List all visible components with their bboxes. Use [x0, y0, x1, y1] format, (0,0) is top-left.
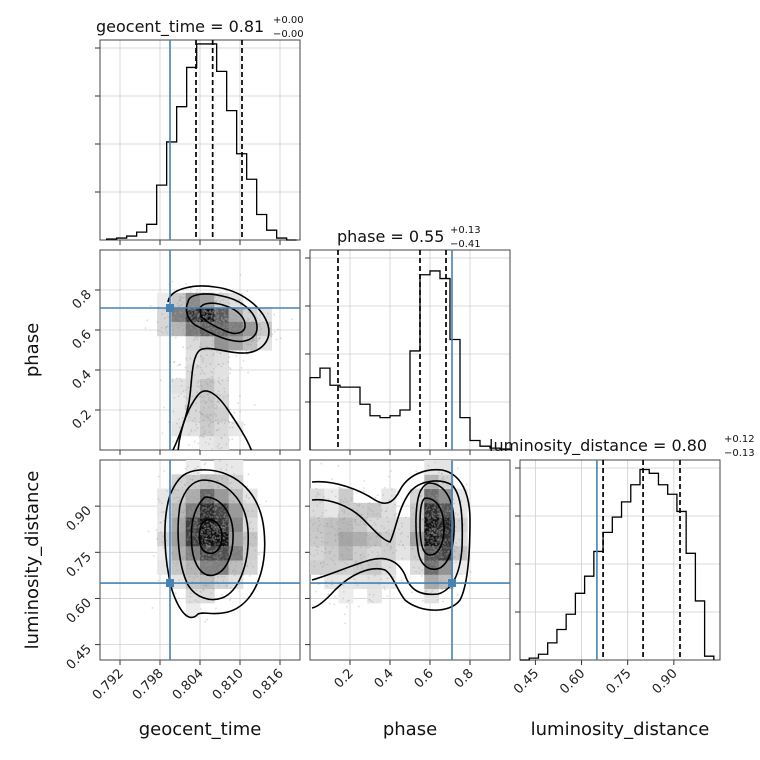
title-geocent-time-minus: −0.00 — [273, 29, 304, 40]
histogram-phase — [309, 270, 511, 450]
x-tick-label: 0.816 — [250, 666, 287, 703]
title-geocent-time: geocent_time = 0.81 — [96, 17, 264, 37]
diag-titles: geocent_time = 0.81 +0.00 −0.00 phase = … — [96, 15, 755, 459]
x-tick-label: 0.45 — [511, 666, 542, 697]
x-tick-label: 0.4 — [372, 666, 397, 691]
x-tick-label: 0.2 — [332, 666, 357, 691]
y-tick-label: 0.8 — [70, 287, 95, 312]
x-tick-label: 0.792 — [90, 666, 127, 703]
title-geocent-time-plus: +0.00 — [273, 15, 304, 26]
y-tick-label: 0.90 — [64, 503, 95, 534]
histogram-luminosity-distance — [520, 468, 715, 661]
x-tick-label: 0.90 — [650, 666, 681, 697]
x-tick-label: 0.810 — [210, 666, 247, 703]
ylabel-phase: phase — [22, 323, 43, 377]
panel-phase-hist — [305, 249, 511, 455]
truth-marker — [448, 579, 456, 588]
histogram-geocent-time — [106, 43, 297, 241]
x-tick-label: 0.75 — [603, 666, 634, 697]
title-phase: phase = 0.55 — [337, 227, 444, 246]
title-luminosity-distance-minus: −0.13 — [724, 448, 755, 459]
x-tick-label: 0.798 — [130, 666, 167, 703]
title-luminosity-distance: luminosity_distance = 0.80 — [489, 436, 707, 456]
histogram-step — [106, 43, 297, 241]
x-tick-label: 0.804 — [170, 666, 207, 703]
truth-markers — [100, 40, 598, 660]
y-tick-label: 0.75 — [64, 550, 95, 581]
y-tick-label: 0.60 — [64, 596, 95, 627]
xlabel-geocent-time: geocent_time — [139, 719, 262, 740]
truth-marker — [166, 579, 174, 588]
x-tick-label: 0.6 — [412, 666, 437, 691]
truth-marker — [166, 304, 174, 312]
panel-distance-hist — [515, 459, 721, 665]
title-phase-minus: −0.41 — [450, 239, 481, 250]
x-tick-label: 0.8 — [452, 666, 477, 691]
ylabel-luminosity-distance: luminosity_distance — [22, 471, 43, 650]
y-tick-label: 0.2 — [70, 407, 95, 432]
y-tick-label: 0.6 — [70, 327, 95, 352]
panel-geocent-hist — [95, 39, 301, 245]
y-tick-label: 0.45 — [64, 642, 95, 673]
quantile-lines — [195, 40, 681, 660]
title-luminosity-distance-plus: +0.12 — [724, 434, 755, 445]
xlabel-phase: phase — [383, 719, 437, 740]
histogram-step — [309, 270, 511, 450]
histogram-step — [520, 468, 715, 661]
contours-distance-vs-geocent — [164, 469, 266, 619]
x-tick-label: 0.60 — [557, 666, 588, 697]
contours-phase-vs-geocent — [167, 285, 270, 450]
xlabel-luminosity-distance: luminosity_distance — [531, 719, 710, 740]
title-phase-plus: +0.13 — [450, 225, 481, 236]
contours-distance-vs-phase — [311, 468, 471, 611]
y-tick-label: 0.4 — [70, 367, 95, 392]
